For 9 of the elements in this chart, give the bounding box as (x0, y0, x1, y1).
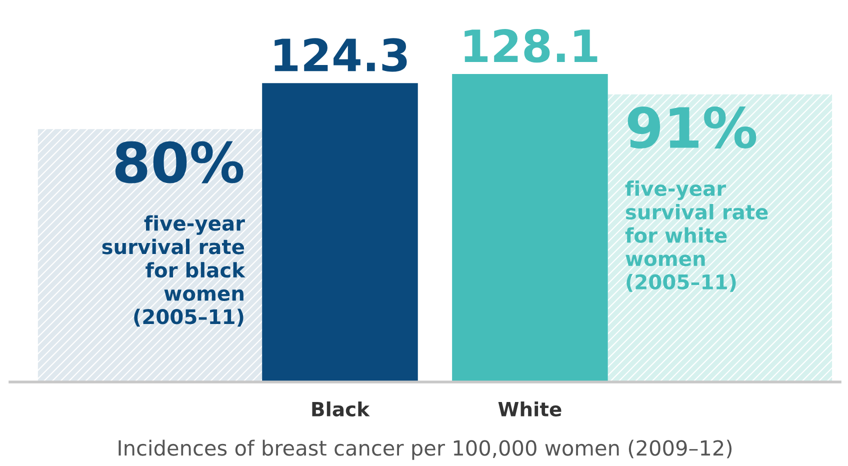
data-label: 91% (628, 106, 756, 149)
x-tick-label: Black (312, 401, 370, 416)
data-label: 128.1 (464, 29, 598, 63)
x-tick-label: White (498, 401, 562, 416)
x-axis-title: Incidences of breast cancer per 100,000 women (2009–12) (118, 440, 732, 460)
data-label: 80% (115, 141, 244, 184)
annotation: five-year survival rate for black women (2005–11) (102, 215, 246, 327)
annotation: five-year survival rate for white women (2005–11) (625, 180, 768, 292)
data-label: 124.3 (274, 38, 407, 72)
